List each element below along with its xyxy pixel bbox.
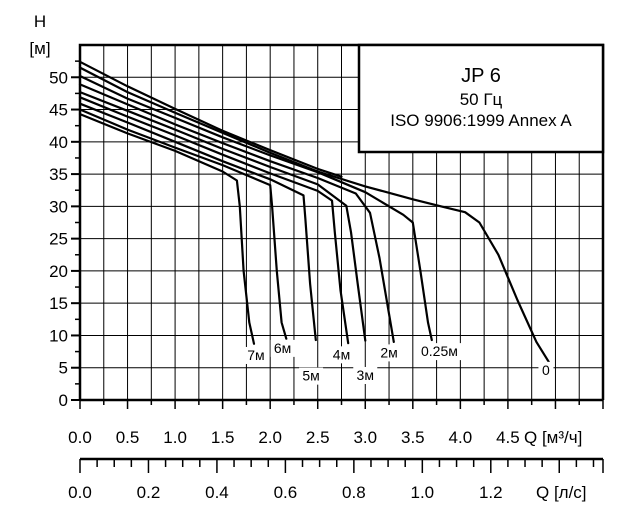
pump-curve (78, 83, 395, 343)
curve-label: 6м (274, 340, 291, 356)
curve-label-bg (353, 366, 378, 384)
curve-label: 0.25м (421, 343, 458, 359)
model-name: JP 6 (461, 65, 501, 87)
curve-label: 5м (302, 368, 319, 384)
curve-label-bg (377, 344, 402, 362)
pump-curve (78, 108, 288, 340)
curve-label: 2м (380, 344, 397, 360)
x2-tick-label: 0.2 (137, 483, 161, 502)
curve-label: 4м (333, 346, 350, 362)
x-tick-label: 4.5 (496, 428, 520, 447)
y-tick-label: 15 (49, 294, 68, 313)
x2-tick-label: 0.8 (342, 483, 366, 502)
x-tick-label: 2.0 (258, 428, 282, 447)
y-tick-label: 10 (49, 326, 68, 345)
y-tick-label: 0 (59, 391, 68, 410)
frequency-label: 50 Гц (460, 90, 503, 109)
y-axis-unit: [м] (29, 39, 50, 58)
x-axis-secondary-label: Q [л/с] (536, 483, 587, 502)
axes: 0 5 10 15 20 25 30 35 40 45 50 0.0 0.5 1.0 1.5 2.0 2.5 3.… (49, 43, 605, 502)
curve-label-bg (329, 346, 354, 364)
x-tick-label: 0.5 (116, 428, 140, 447)
curve-label-bg (243, 346, 268, 364)
standard-label: ISO 9906:1999 Annex A (390, 111, 572, 130)
pump-curve (78, 96, 350, 345)
x-axis-primary-label: Q [м³/ч] (524, 428, 582, 447)
curve-label-bg (538, 361, 554, 379)
curve-label: 0 (542, 362, 550, 378)
curve-label: 7м (247, 347, 264, 363)
x-tick-label: 0.0 (68, 428, 92, 447)
y-tick-label: 40 (49, 133, 68, 152)
y-tick-label: 30 (49, 197, 68, 216)
title-box: JP 6 50 Гц ISO 9906:1999 Annex A (357, 43, 605, 154)
y-tick-label: 20 (49, 262, 68, 281)
x2-tick-label: 0.0 (68, 483, 92, 502)
x2-tick-label: 0.6 (274, 483, 298, 502)
y-tick-label: 50 (49, 68, 68, 87)
y-tick-label: 5 (59, 359, 68, 378)
pump-curve (78, 102, 317, 342)
x-tick-label: 3.5 (401, 428, 425, 447)
curve-label-bg (299, 367, 324, 385)
curve-label: 3м (357, 367, 374, 383)
curve-labels: 7м 6м 5м 4м 3м 2м 0.25м 0 (243, 339, 554, 385)
pump-curves (78, 60, 550, 363)
x-tick-label: 1.5 (211, 428, 235, 447)
pump-curve (78, 74, 433, 342)
x2-tick-label: 0.4 (205, 483, 229, 502)
pump-curve (78, 66, 550, 363)
y-tick-label: 45 (49, 101, 68, 120)
y-tick-label: 25 (49, 230, 68, 249)
x-tick-label: 3.0 (353, 428, 377, 447)
x2-tick-label: 1.2 (479, 483, 503, 502)
y-tick-label: 35 (49, 165, 68, 184)
y-axis-symbol: H (34, 12, 46, 31)
x-tick-label: 2.5 (306, 428, 330, 447)
curve-label-bg (270, 339, 295, 357)
pump-curve (78, 60, 343, 178)
pump-curve (78, 91, 367, 342)
x2-tick-label: 1.0 (411, 483, 435, 502)
x-tick-label: 1.0 (163, 428, 187, 447)
pump-curve (78, 113, 256, 345)
x-tick-label: 4.0 (449, 428, 473, 447)
curve-label-bg (413, 343, 465, 361)
